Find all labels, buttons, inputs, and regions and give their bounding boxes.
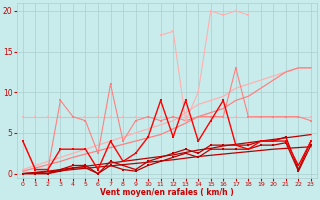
X-axis label: Vent moyen/en rafales ( km/h ): Vent moyen/en rafales ( km/h ) (100, 188, 234, 197)
